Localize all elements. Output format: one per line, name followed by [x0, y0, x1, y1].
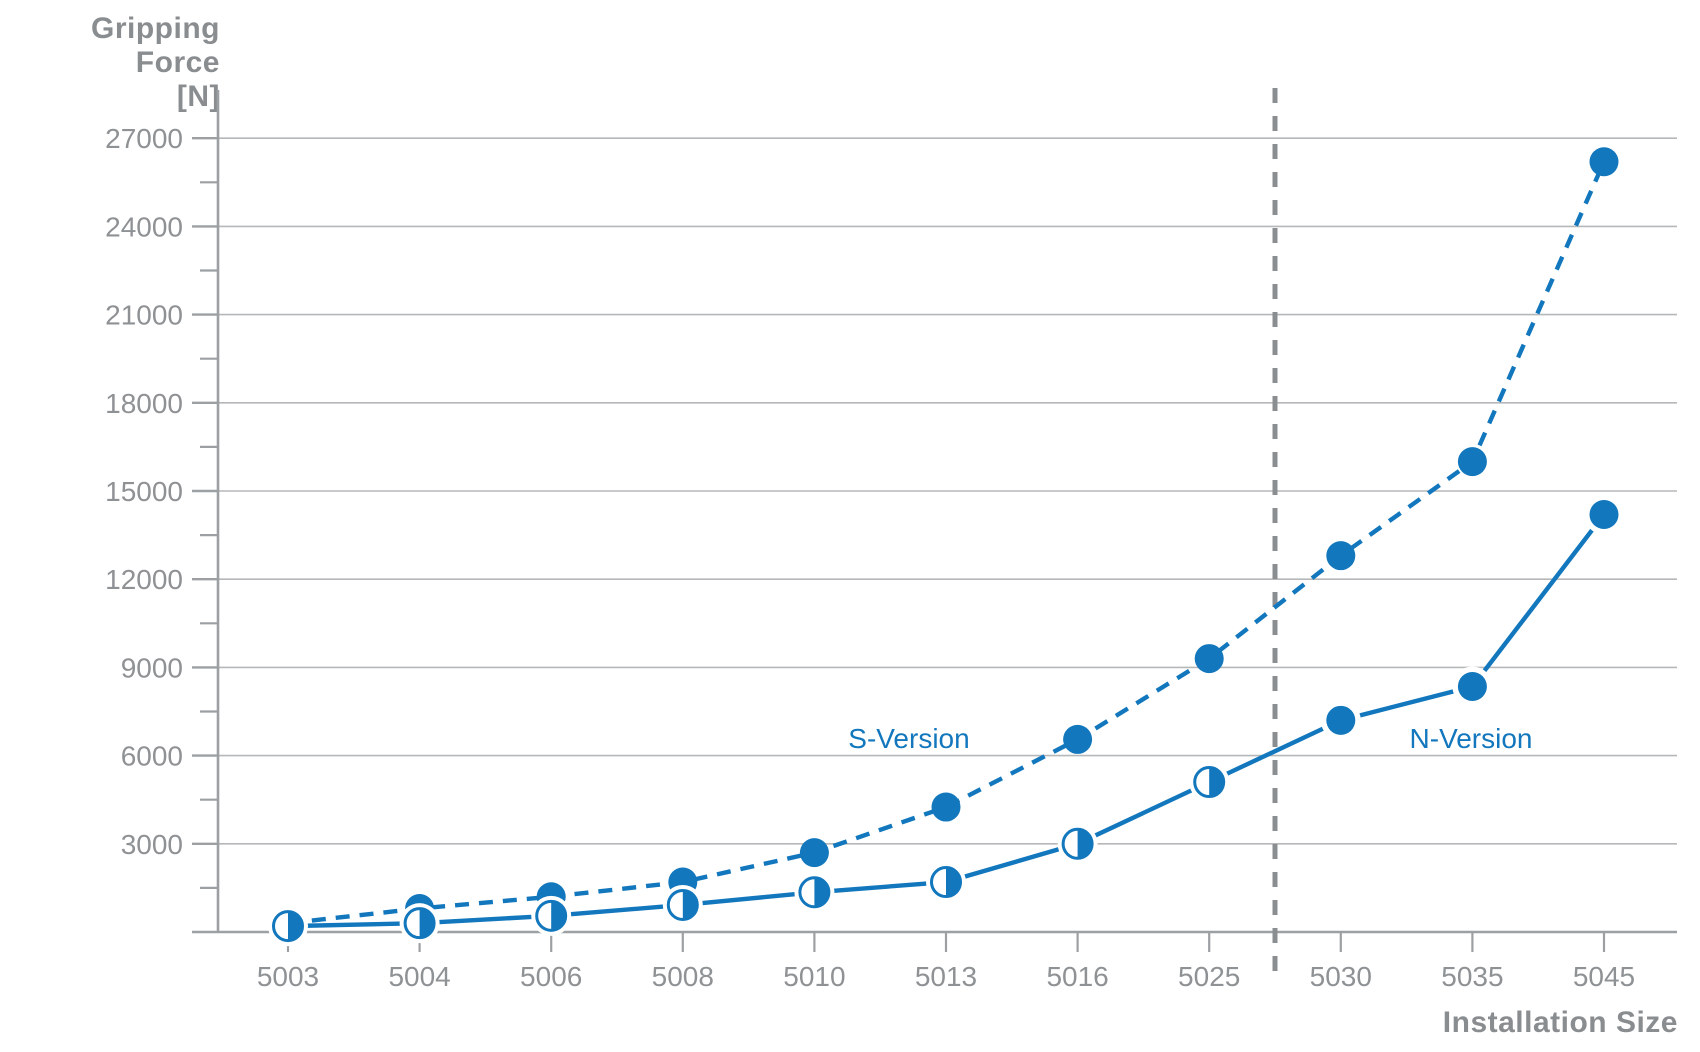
n-version-marker-half-fill — [419, 908, 435, 938]
y-tick-label: 21000 — [105, 300, 183, 331]
x-tick-label: 5030 — [1310, 961, 1372, 992]
y-axis-title-text: Gripping Force — [91, 12, 220, 79]
n-version-marker-half-fill — [288, 911, 303, 941]
n-version-marker-half-fill — [551, 901, 566, 931]
y-tick-label: 6000 — [121, 741, 183, 772]
n-version-marker — [1457, 672, 1487, 702]
s-version-marker — [1589, 147, 1619, 177]
y-tick-label: 18000 — [105, 388, 183, 419]
x-tick-label: 5003 — [257, 961, 319, 992]
n-version-marker-half-fill — [946, 867, 961, 897]
series-label-s-version: S-Version — [848, 723, 969, 754]
s-version-marker — [931, 792, 961, 822]
s-version-marker — [1063, 724, 1093, 754]
y-tick-label: 12000 — [105, 564, 183, 595]
y-axis-title: Gripping Force [N] — [0, 12, 220, 114]
y-tick-label: 27000 — [105, 123, 183, 154]
n-version-marker — [1326, 705, 1356, 735]
x-tick-label: 5006 — [520, 961, 582, 992]
x-tick-label: 5016 — [1046, 961, 1108, 992]
x-tick-label: 5010 — [783, 961, 845, 992]
s-version-marker — [799, 838, 829, 868]
x-tick-label: 5004 — [388, 961, 450, 992]
n-version-marker-half-fill — [682, 890, 698, 920]
y-tick-label: 3000 — [121, 829, 183, 860]
n-version-marker — [1589, 500, 1619, 530]
x-tick-label: 5035 — [1441, 961, 1503, 992]
x-tick-label: 5013 — [915, 961, 977, 992]
x-tick-label: 5025 — [1178, 961, 1240, 992]
n-version-marker-half-fill — [1209, 767, 1224, 797]
x-tick-label: 5008 — [652, 961, 714, 992]
s-version-marker — [1457, 447, 1487, 477]
s-version-marker — [1326, 541, 1356, 571]
y-tick-label: 24000 — [105, 211, 183, 242]
x-tick-label: 5045 — [1573, 961, 1635, 992]
x-axis-title: Installation Size — [1442, 1006, 1678, 1039]
y-tick-label: 15000 — [105, 476, 183, 507]
y-tick-label: 9000 — [121, 652, 183, 683]
series-label-n-version: N-Version — [1410, 723, 1533, 754]
s-version-marker — [1194, 644, 1224, 674]
y-axis-title-unit: [N] — [176, 80, 220, 113]
n-version-marker-half-fill — [1077, 829, 1093, 859]
n-version-marker-half-fill — [814, 877, 829, 907]
s-version-line — [287, 160, 1607, 926]
